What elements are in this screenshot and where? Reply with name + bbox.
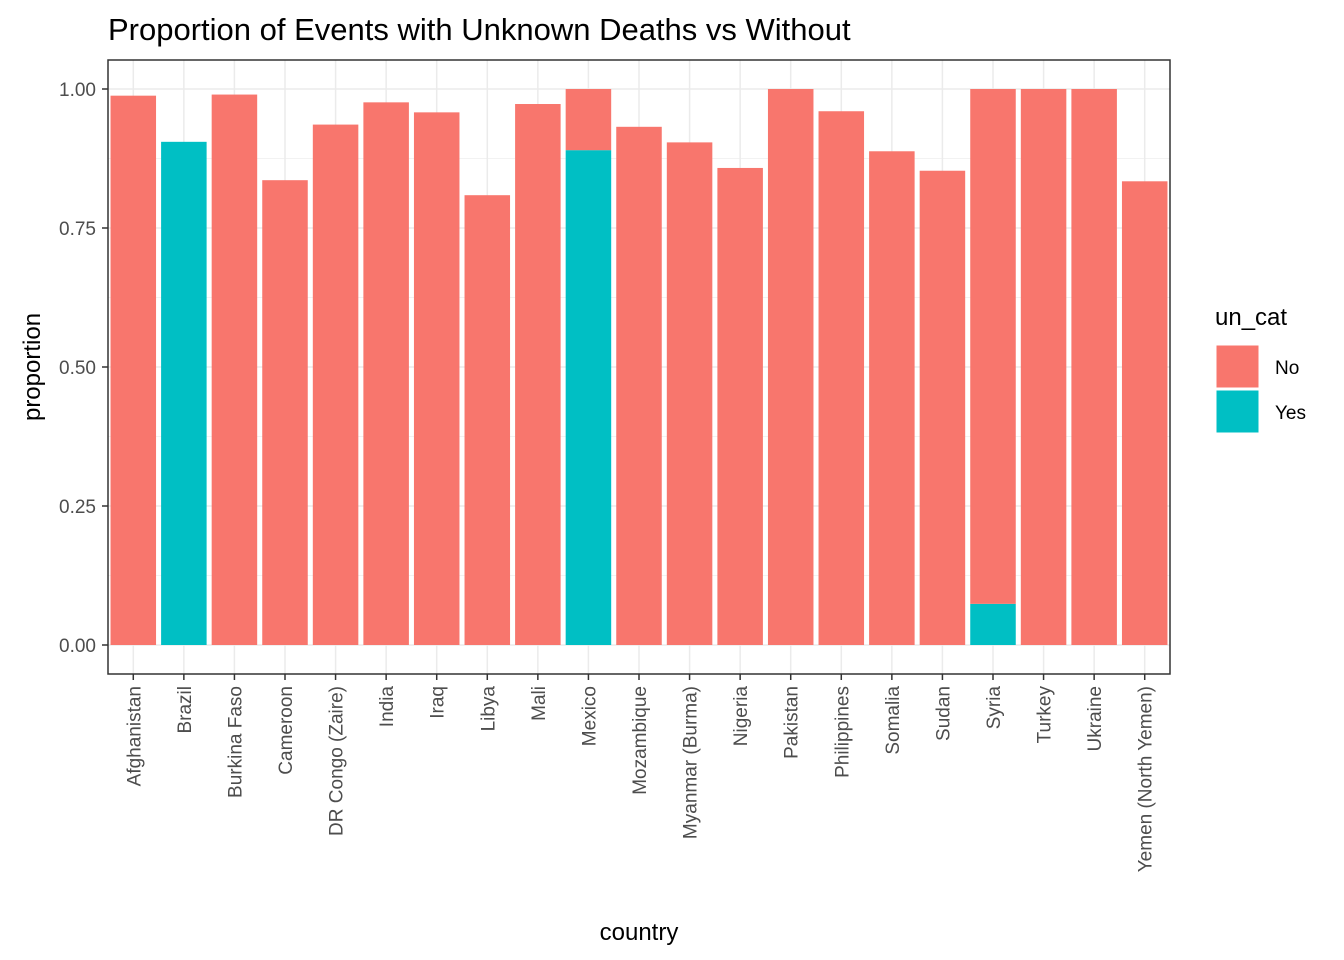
bar-no-mali (515, 104, 561, 645)
legend-label-no: No (1275, 358, 1299, 379)
x-tick-label: Cameroon (276, 686, 297, 775)
plot-panel (107, 59, 1171, 675)
x-tick-label: Libya (478, 686, 499, 732)
x-tick-label: Mali (529, 686, 550, 721)
bar-no-pakistan (767, 89, 814, 645)
bar-no-somalia (869, 151, 915, 645)
x-tick-label: Philippines (832, 686, 853, 778)
y-tick-label: 0.00 (59, 636, 96, 657)
x-tick-label: Turkey (1035, 686, 1056, 744)
bar-no-yemen-north-yemen- (1121, 181, 1168, 645)
x-tick-label: Myanmar (Burma) (681, 686, 702, 839)
bar-yes-syria (970, 603, 1016, 645)
bar-no-iraq (413, 112, 460, 646)
y-tick-label: 1.00 (59, 80, 96, 101)
bar-yes-mexico (565, 150, 612, 645)
bar-no-myanmar-burma- (666, 142, 713, 645)
x-tick-label: Syria (984, 686, 1005, 730)
legend-key-no (1215, 344, 1260, 389)
y-tick-label: 0.50 (59, 358, 96, 379)
x-tick-label: Nigeria (731, 686, 752, 747)
bar-no-nigeria (717, 167, 763, 645)
x-axis: Afghanistan Brazil Burkina Faso Cameroon DR … (124, 674, 1157, 872)
legend-title: un_cat (1215, 304, 1287, 331)
chart-title: Proportion of Events with Unknown Deaths… (108, 12, 851, 47)
bar-no-libya (464, 195, 511, 646)
x-tick-label: Sudan (933, 686, 954, 741)
x-tick-label: Mexico (579, 686, 600, 746)
x-tick-label: Ukraine (1085, 686, 1106, 751)
x-tick-label: Brazil (175, 686, 196, 734)
bar-no-cameroon (262, 180, 308, 645)
bar-no-mozambique (616, 126, 662, 646)
bar-no-ukraine (1071, 89, 1117, 645)
legend-label-yes: Yes (1275, 403, 1306, 424)
x-tick-label: Pakistan (782, 686, 803, 759)
x-tick-label: Yemen (North Yemen) (1136, 686, 1157, 872)
bar-no-sudan (919, 170, 966, 645)
legend-key-yes (1215, 389, 1260, 434)
bar-no-turkey (1020, 89, 1067, 645)
bar-no-burkina-faso (211, 94, 258, 645)
bar-no-mexico (565, 89, 612, 151)
bar-no-dr-congo-zaire- (312, 124, 359, 646)
bar-no-india (363, 102, 409, 646)
x-tick-label: Burkina Faso (225, 686, 246, 798)
x-tick-label: Afghanistan (124, 686, 145, 786)
x-tick-label: Somalia (883, 686, 904, 755)
x-tick-label: Mozambique (630, 686, 651, 795)
x-tick-label: DR Congo (Zaire) (327, 686, 348, 836)
y-tick-label: 0.25 (59, 497, 96, 518)
x-tick-label: India (377, 686, 398, 728)
y-axis: 0.00 0.25 0.50 0.75 1.00 (59, 80, 108, 657)
bar-no-syria (970, 89, 1016, 604)
legend: un_cat No Yes (1215, 304, 1306, 434)
y-axis-title: proportion (19, 313, 46, 421)
bar-no-philippines (818, 111, 865, 646)
bar-yes-brazil (161, 141, 207, 645)
x-axis-title: country (600, 919, 679, 946)
y-tick-label: 0.75 (59, 219, 96, 240)
x-tick-label: Iraq (428, 686, 449, 719)
bar-no-afghanistan (110, 95, 157, 645)
